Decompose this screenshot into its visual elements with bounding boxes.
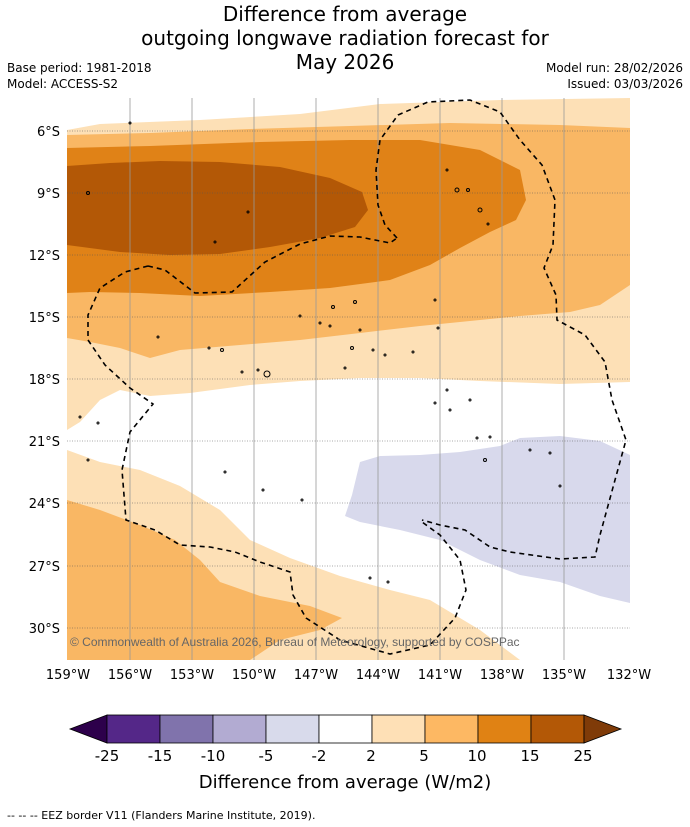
lat-label: 18°S bbox=[29, 373, 60, 388]
colorbar-segment bbox=[477, 714, 532, 744]
contour-5-10-south bbox=[67, 500, 342, 660]
colorbar-tick: 5 bbox=[419, 747, 429, 765]
issued-date: Issued: 03/03/2026 bbox=[567, 77, 683, 91]
colorbar-segment bbox=[318, 714, 373, 744]
eez-borders bbox=[87, 99, 627, 655]
colorbar-segment bbox=[212, 714, 267, 744]
eez-border-inner bbox=[147, 235, 398, 294]
contour-neg-2-5 bbox=[345, 436, 630, 603]
lat-label: 15°S bbox=[29, 311, 60, 326]
lon-label: 156°W bbox=[108, 668, 152, 683]
lat-label: 27°S bbox=[29, 560, 60, 575]
contour-15-25-north bbox=[67, 161, 368, 255]
model-name: Model: ACCESS-S2 bbox=[7, 77, 119, 91]
title-line-2: outgoing longwave radiation forecast for bbox=[141, 26, 549, 50]
lat-label: 30°S bbox=[29, 622, 60, 637]
chart-title: Difference from average outgoing longwav… bbox=[0, 2, 690, 74]
colorbar-segment bbox=[106, 714, 161, 744]
lon-label: 138°W bbox=[480, 668, 524, 683]
lon-label: 135°W bbox=[542, 668, 586, 683]
map-plot: © Commonwealth of Australia 2026, Bureau… bbox=[67, 98, 630, 660]
lat-label: 6°S bbox=[37, 125, 60, 140]
title-line-1: Difference from average bbox=[222, 2, 468, 26]
copyright-text: © Commonwealth of Australia 2026, Bureau… bbox=[70, 635, 520, 649]
colorbar-tick: -5 bbox=[259, 747, 274, 765]
colorbar-segment bbox=[371, 714, 426, 744]
lon-label: 159°W bbox=[46, 668, 90, 683]
model-run: Model run: 28/02/2026 bbox=[545, 61, 683, 75]
colorbar-tick: -10 bbox=[201, 747, 226, 765]
eez-legend: -- -- -- EEZ border V11 (Flanders Marine… bbox=[7, 809, 316, 822]
lon-labels: 159°W 156°W 153°W 150°W 147°W 144°W 141°… bbox=[46, 668, 651, 683]
colorbar-tick: -2 bbox=[312, 747, 327, 765]
meta-right: Model run: 28/02/2026 Issued: 03/03/2026 bbox=[546, 60, 683, 92]
lon-label: 141°W bbox=[418, 668, 462, 683]
lon-label: 147°W bbox=[294, 668, 338, 683]
colorbar-tick: -15 bbox=[148, 747, 173, 765]
graticule bbox=[67, 98, 630, 660]
title-line-3: May 2026 bbox=[295, 50, 395, 74]
lat-labels: 6°S 9°S 12°S 15°S 18°S 21°S 24°S 27°S 30… bbox=[29, 125, 60, 637]
base-period: Base period: 1981-2018 bbox=[7, 61, 152, 75]
lon-label: 132°W bbox=[607, 668, 651, 683]
colorbar-segment bbox=[530, 714, 585, 744]
lat-label: 24°S bbox=[29, 497, 60, 512]
lon-label: 153°W bbox=[170, 668, 214, 683]
colorbar-tick: -25 bbox=[95, 747, 120, 765]
colorbar-segment bbox=[159, 714, 214, 744]
colorbar-tick: 25 bbox=[573, 747, 592, 765]
colorbar-tick: 15 bbox=[520, 747, 539, 765]
colorbar-tick: 10 bbox=[467, 747, 486, 765]
colorbar-extend-high bbox=[583, 714, 623, 744]
lon-label: 144°W bbox=[356, 668, 400, 683]
meta-left: Base period: 1981-2018 Model: ACCESS-S2 bbox=[7, 60, 152, 92]
islands bbox=[78, 121, 562, 584]
lat-label: 21°S bbox=[29, 435, 60, 450]
colorbar-tick: 2 bbox=[366, 747, 376, 765]
colorbar-label: Difference from average (W/m2) bbox=[199, 772, 491, 793]
lon-label: 150°W bbox=[232, 668, 276, 683]
colorbar-segment bbox=[265, 714, 320, 744]
eez-border-french-polynesia bbox=[87, 265, 467, 655]
colorbar-segment bbox=[424, 714, 479, 744]
lat-label: 9°S bbox=[37, 187, 60, 202]
lat-label: 12°S bbox=[29, 249, 60, 264]
colorbar bbox=[68, 714, 623, 744]
colorbar-ticks: -25 -15 -10 -5 -2 2 5 10 15 25 bbox=[95, 747, 593, 765]
colorbar-extend-low bbox=[68, 714, 108, 744]
